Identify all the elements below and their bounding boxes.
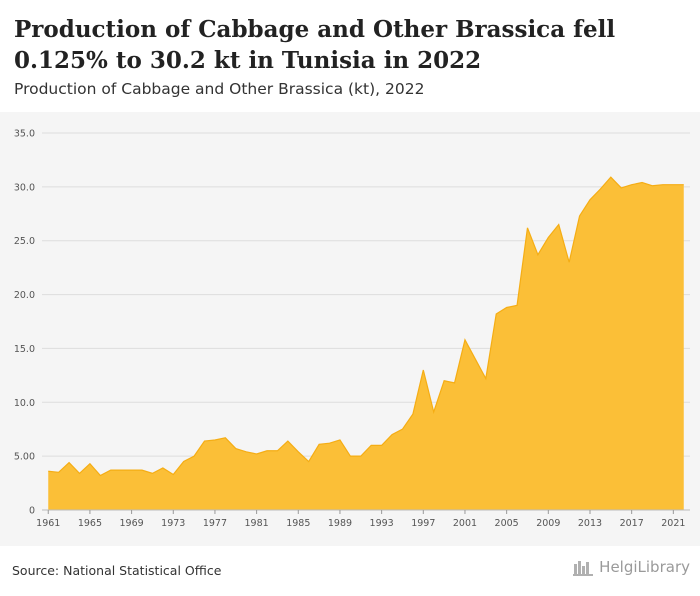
y-tick-label: 30.0 (14, 182, 35, 193)
x-tick-label: 2021 (661, 518, 685, 529)
chart-title: Production of Cabbage and Other Brassica… (14, 16, 616, 74)
series-area (48, 177, 684, 511)
helgi-library-logo: HelgiLibrary (573, 558, 690, 576)
x-tick-label: 1981 (245, 518, 269, 529)
chart-subtitle: Production of Cabbage and Other Brassica… (14, 80, 425, 98)
x-tick-label: 1977 (203, 518, 227, 529)
logo-text: HelgiLibrary (599, 558, 690, 576)
y-tick-label: 0 (29, 506, 35, 517)
x-tick-label: 1993 (370, 518, 394, 529)
x-tick-label: 2001 (453, 518, 477, 529)
x-tick-label: 1997 (411, 518, 435, 529)
y-tick-label: 5.00 (14, 452, 35, 463)
x-tick-label: 1985 (286, 518, 310, 529)
y-tick-label: 20.0 (14, 290, 35, 301)
y-tick-label: 10.0 (14, 398, 35, 409)
y-tick-label: 15.0 (14, 344, 35, 355)
x-tick-label: 1973 (161, 518, 185, 529)
series-line (48, 176, 684, 477)
y-tick-label: 35.0 (14, 129, 35, 140)
x-tick-label: 2013 (578, 518, 602, 529)
x-tick-label: 2005 (495, 518, 519, 529)
x-tick-label: 2009 (536, 518, 560, 529)
x-tick-label: 1965 (78, 518, 102, 529)
x-tick-label: 1969 (120, 518, 144, 529)
y-tick-label: 25.0 (14, 236, 35, 247)
source-text: Source: National Statistical Office (12, 563, 222, 578)
x-tick-label: 2017 (620, 518, 644, 529)
x-tick-label: 1961 (36, 518, 60, 529)
library-icon (573, 561, 594, 576)
x-tick-label: 1989 (328, 518, 352, 529)
header: Production of Cabbage and Other Brassica… (0, 0, 700, 112)
